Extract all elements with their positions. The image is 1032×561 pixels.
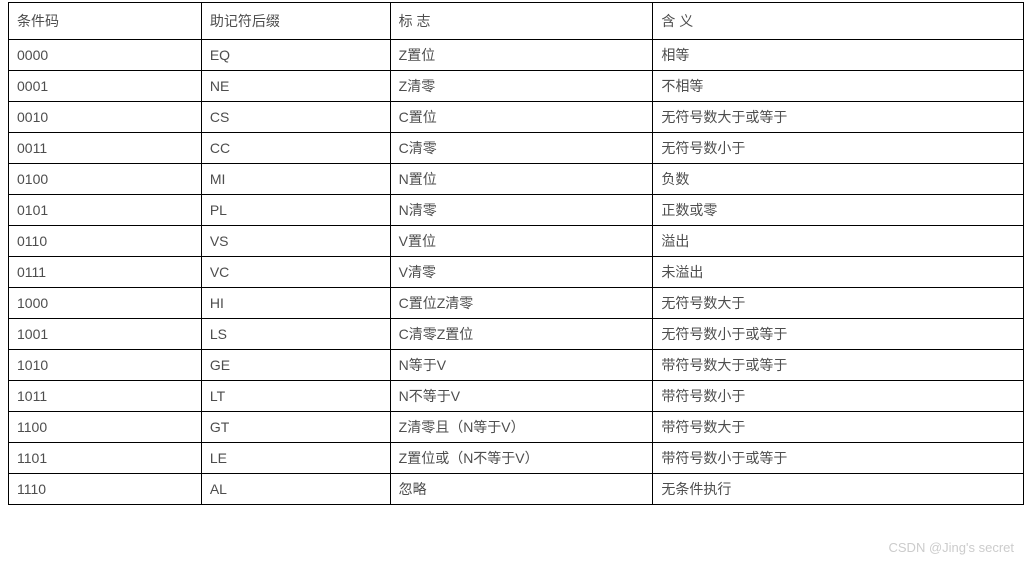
table-row: 0100 MI N置位 负数 <box>9 164 1024 195</box>
cell-code: 1101 <box>9 443 202 474</box>
table-row: 0011 CC C清零 无符号数小于 <box>9 133 1024 164</box>
table-row: 1101 LE Z置位或（N不等于V） 带符号数小于或等于 <box>9 443 1024 474</box>
cell-meaning: 无符号数大于 <box>653 288 1024 319</box>
cell-suffix: EQ <box>201 40 390 71</box>
cell-code: 0100 <box>9 164 202 195</box>
table-row: 1011 LT N不等于V 带符号数小于 <box>9 381 1024 412</box>
table-row: 0001 NE Z清零 不相等 <box>9 71 1024 102</box>
cell-flags: Z清零且（N等于V） <box>390 412 653 443</box>
cell-flags: V清零 <box>390 257 653 288</box>
cell-flags: Z清零 <box>390 71 653 102</box>
cell-suffix: VS <box>201 226 390 257</box>
table-container: 条件码 助记符后缀 标 志 含 义 0000 EQ Z置位 相等 0001 NE… <box>0 2 1032 505</box>
cell-meaning: 不相等 <box>653 71 1024 102</box>
cell-suffix: LS <box>201 319 390 350</box>
cell-suffix: VC <box>201 257 390 288</box>
header-mnemonic-suffix: 助记符后缀 <box>201 3 390 40</box>
cell-suffix: GE <box>201 350 390 381</box>
cell-flags: Z置位或（N不等于V） <box>390 443 653 474</box>
cell-code: 1110 <box>9 474 202 505</box>
cell-code: 1011 <box>9 381 202 412</box>
cell-code: 0011 <box>9 133 202 164</box>
table-row: 0101 PL N清零 正数或零 <box>9 195 1024 226</box>
cell-flags: N置位 <box>390 164 653 195</box>
cell-flags: C置位 <box>390 102 653 133</box>
cell-flags: N清零 <box>390 195 653 226</box>
condition-code-table: 条件码 助记符后缀 标 志 含 义 0000 EQ Z置位 相等 0001 NE… <box>8 2 1024 505</box>
cell-flags: N等于V <box>390 350 653 381</box>
cell-suffix: LT <box>201 381 390 412</box>
cell-code: 0111 <box>9 257 202 288</box>
header-flags: 标 志 <box>390 3 653 40</box>
cell-flags: C置位Z清零 <box>390 288 653 319</box>
cell-code: 0101 <box>9 195 202 226</box>
table-row: 1001 LS C清零Z置位 无符号数小于或等于 <box>9 319 1024 350</box>
cell-meaning: 负数 <box>653 164 1024 195</box>
cell-code: 1001 <box>9 319 202 350</box>
table-row: 0110 VS V置位 溢出 <box>9 226 1024 257</box>
header-meaning: 含 义 <box>653 3 1024 40</box>
cell-suffix: NE <box>201 71 390 102</box>
cell-meaning: 相等 <box>653 40 1024 71</box>
cell-code: 0001 <box>9 71 202 102</box>
cell-suffix: HI <box>201 288 390 319</box>
cell-meaning: 带符号数小于 <box>653 381 1024 412</box>
cell-flags: 忽略 <box>390 474 653 505</box>
cell-meaning: 带符号数大于或等于 <box>653 350 1024 381</box>
table-row: 1100 GT Z清零且（N等于V） 带符号数大于 <box>9 412 1024 443</box>
cell-flags: C清零 <box>390 133 653 164</box>
cell-suffix: LE <box>201 443 390 474</box>
cell-suffix: AL <box>201 474 390 505</box>
cell-meaning: 无条件执行 <box>653 474 1024 505</box>
header-condition-code: 条件码 <box>9 3 202 40</box>
cell-code: 0000 <box>9 40 202 71</box>
cell-suffix: PL <box>201 195 390 226</box>
table-header-row: 条件码 助记符后缀 标 志 含 义 <box>9 3 1024 40</box>
table-row: 0010 CS C置位 无符号数大于或等于 <box>9 102 1024 133</box>
table-row: 1110 AL 忽略 无条件执行 <box>9 474 1024 505</box>
table-row: 0111 VC V清零 未溢出 <box>9 257 1024 288</box>
csdn-watermark: CSDN @Jing's secret <box>889 540 1015 555</box>
cell-meaning: 正数或零 <box>653 195 1024 226</box>
cell-suffix: MI <box>201 164 390 195</box>
cell-suffix: GT <box>201 412 390 443</box>
cell-suffix: CS <box>201 102 390 133</box>
cell-code: 0110 <box>9 226 202 257</box>
cell-code: 1000 <box>9 288 202 319</box>
cell-meaning: 无符号数大于或等于 <box>653 102 1024 133</box>
cell-meaning: 带符号数大于 <box>653 412 1024 443</box>
table-row: 0000 EQ Z置位 相等 <box>9 40 1024 71</box>
cell-flags: V置位 <box>390 226 653 257</box>
table-row: 1010 GE N等于V 带符号数大于或等于 <box>9 350 1024 381</box>
cell-flags: C清零Z置位 <box>390 319 653 350</box>
cell-meaning: 无符号数小于或等于 <box>653 319 1024 350</box>
table-row: 1000 HI C置位Z清零 无符号数大于 <box>9 288 1024 319</box>
cell-meaning: 无符号数小于 <box>653 133 1024 164</box>
cell-code: 0010 <box>9 102 202 133</box>
cell-code: 1010 <box>9 350 202 381</box>
cell-flags: Z置位 <box>390 40 653 71</box>
cell-meaning: 未溢出 <box>653 257 1024 288</box>
cell-suffix: CC <box>201 133 390 164</box>
cell-meaning: 带符号数小于或等于 <box>653 443 1024 474</box>
cell-flags: N不等于V <box>390 381 653 412</box>
cell-code: 1100 <box>9 412 202 443</box>
cell-meaning: 溢出 <box>653 226 1024 257</box>
